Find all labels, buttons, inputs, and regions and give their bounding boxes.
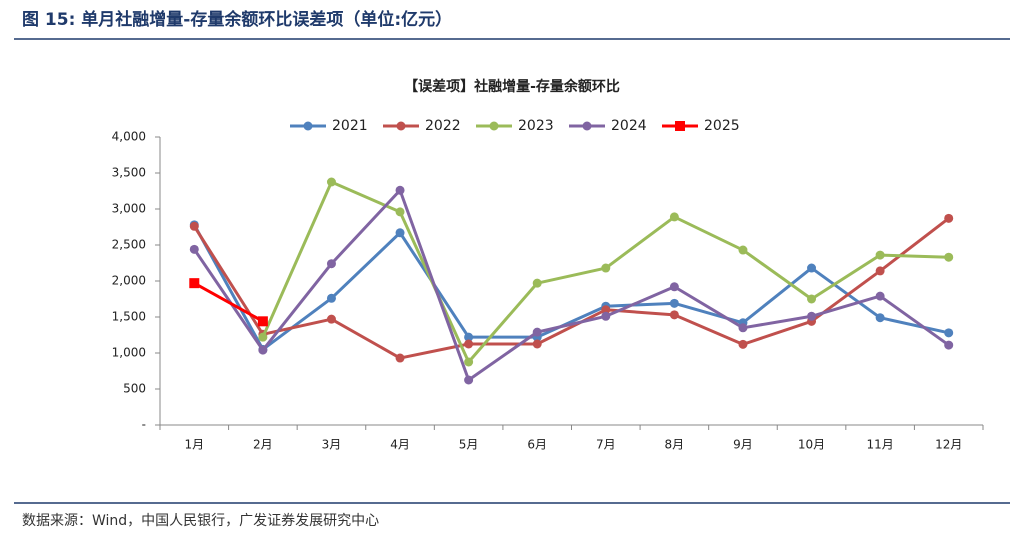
data-point — [601, 311, 611, 321]
data-point — [807, 263, 817, 273]
data-point — [669, 212, 679, 222]
data-point — [875, 291, 885, 301]
y-tick-label: 4,000 — [112, 130, 146, 144]
x-tick-label: 5月 — [459, 438, 479, 452]
data-point — [738, 245, 748, 255]
data-point — [326, 293, 336, 303]
x-tick-label: 6月 — [527, 438, 547, 452]
data-point — [944, 340, 954, 350]
data-point — [669, 282, 679, 292]
series-line — [193, 188, 950, 382]
data-point — [738, 323, 748, 333]
x-tick-label: 10月 — [798, 438, 825, 452]
data-point — [326, 314, 336, 324]
data-point — [807, 294, 817, 304]
series-line — [193, 281, 264, 323]
data-point — [189, 221, 199, 231]
data-point — [395, 207, 405, 217]
data-point — [601, 263, 611, 273]
x-tick-label: 1月 — [184, 438, 204, 452]
x-tick-label: 11月 — [866, 438, 893, 452]
source: 数据来源：Wind，中国人民银行，广发证券发展研究中心 — [22, 513, 379, 529]
data-point — [669, 298, 679, 308]
legend-label: 2024 — [611, 118, 647, 134]
y-tick-label: 500 — [123, 382, 146, 396]
y-tick-label: 2,500 — [112, 238, 146, 252]
y-tick-label: 3,000 — [112, 202, 146, 216]
data-point — [601, 305, 611, 315]
x-tick-label: 12月 — [935, 438, 962, 452]
y-tick-label: 3,500 — [112, 166, 146, 180]
legend-marker — [396, 121, 406, 131]
data-point — [258, 345, 268, 355]
legend-label: 2022 — [425, 118, 461, 134]
data-point — [532, 327, 542, 337]
chart-title: 【误差项】社融增量-存量余额环比 — [404, 78, 620, 95]
data-point — [738, 339, 748, 349]
data-point — [464, 339, 474, 349]
y-tick-label: 2,000 — [112, 274, 146, 288]
data-point — [875, 313, 885, 323]
data-point — [464, 375, 474, 385]
data-point — [875, 266, 885, 276]
data-point — [532, 278, 542, 288]
data-point — [326, 259, 336, 269]
x-tick-label: 8月 — [665, 438, 685, 452]
legend-marker — [303, 121, 313, 131]
data-point — [189, 278, 200, 289]
data-point — [464, 357, 474, 367]
data-point — [464, 332, 474, 342]
data-point — [875, 250, 885, 260]
y-tick-label: - — [142, 418, 146, 432]
legend-marker — [675, 121, 685, 131]
data-point — [395, 228, 405, 238]
legend-label: 2023 — [518, 118, 554, 134]
legend-marker — [582, 121, 592, 131]
data-point — [258, 332, 268, 342]
data-point — [326, 177, 336, 187]
figure-title: 图 15: 单月社融增量-存量余额环比误差项（单位:亿元） — [22, 9, 452, 30]
data-point — [395, 353, 405, 363]
y-tick-label: 1,500 — [112, 310, 146, 324]
x-tick-label: 4月 — [390, 438, 410, 452]
legend-label: 2025 — [704, 118, 740, 134]
data-point — [532, 339, 542, 349]
data-point — [669, 310, 679, 320]
x-tick-label: 3月 — [322, 438, 342, 452]
data-point — [257, 316, 268, 327]
legend-label: 2021 — [332, 118, 368, 134]
x-tick-label: 2月 — [253, 438, 273, 452]
legend-marker — [489, 121, 499, 131]
x-tick-label: 7月 — [596, 438, 616, 452]
data-point — [944, 328, 954, 338]
series-line — [192, 224, 950, 351]
x-tick-label: 9月 — [733, 438, 753, 452]
data-point — [395, 185, 405, 195]
data-point — [189, 244, 199, 254]
data-point — [944, 213, 954, 223]
data-point — [807, 311, 817, 321]
data-point — [944, 252, 954, 262]
y-tick-label: 1,000 — [112, 346, 146, 360]
